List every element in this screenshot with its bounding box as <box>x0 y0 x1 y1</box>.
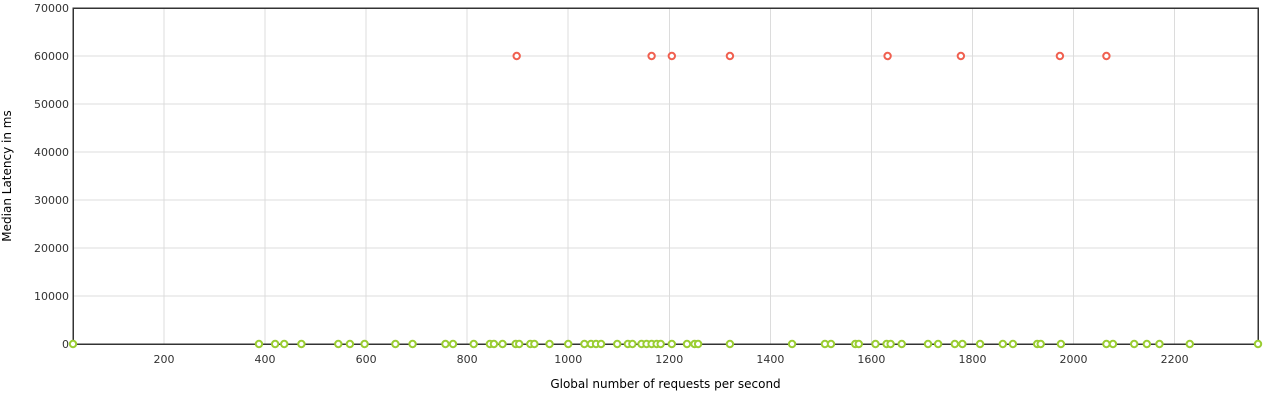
y-tick-label: 40000 <box>34 146 69 159</box>
data-point <box>498 339 507 349</box>
x-tick-label: 1800 <box>958 353 986 366</box>
data-point <box>280 339 289 349</box>
x-tick-label: 1000 <box>554 353 582 366</box>
data-point <box>613 339 622 349</box>
data-point <box>826 339 836 349</box>
data-point <box>667 51 677 61</box>
data-point <box>1055 51 1065 61</box>
data-point <box>596 339 606 349</box>
x-tick-label: 400 <box>255 353 276 366</box>
data-point <box>545 339 554 349</box>
data-point <box>408 339 417 349</box>
data-point <box>489 339 499 349</box>
data-point <box>883 51 892 61</box>
data-point <box>682 339 692 349</box>
data-point <box>725 51 735 61</box>
data-point <box>564 339 573 349</box>
data-point <box>334 339 343 349</box>
data-point <box>975 339 985 349</box>
data-point <box>448 339 458 349</box>
data-point <box>254 339 264 349</box>
data-point <box>656 339 665 349</box>
y-tick-label: 30000 <box>34 194 69 207</box>
data-point <box>667 339 677 349</box>
x-tick-label: 1400 <box>756 353 784 366</box>
data-point <box>580 339 589 349</box>
x-tick-label: 800 <box>457 353 478 366</box>
data-point <box>1142 339 1152 349</box>
data-points <box>68 51 1263 349</box>
data-point <box>933 339 943 349</box>
x-tick-label: 1200 <box>655 353 683 366</box>
data-point <box>1155 339 1164 349</box>
data-point <box>1056 339 1066 349</box>
data-point <box>628 339 637 349</box>
y-tick-label: 70000 <box>34 2 69 15</box>
data-point <box>1129 339 1139 349</box>
data-point <box>469 339 478 349</box>
data-point <box>897 339 906 349</box>
x-tick-label: 1600 <box>857 353 885 366</box>
data-point <box>956 51 966 61</box>
data-point <box>693 339 703 349</box>
x-axis-label: Global number of requests per second <box>550 377 780 391</box>
data-point <box>1036 339 1045 349</box>
data-point <box>998 339 1008 349</box>
data-point <box>1102 51 1111 61</box>
data-point <box>345 339 355 349</box>
x-tick-label: 2000 <box>1060 353 1088 366</box>
data-point <box>871 339 880 349</box>
data-point <box>958 339 967 349</box>
data-point <box>512 51 521 61</box>
data-point <box>886 339 895 349</box>
data-point <box>787 339 797 349</box>
grid-lines <box>73 7 1258 344</box>
plot-frame <box>72 7 1259 345</box>
data-point <box>360 339 369 349</box>
data-point <box>950 339 960 349</box>
y-axis-label: Median Latency in ms <box>0 110 14 241</box>
data-point <box>923 339 933 349</box>
y-tick-label: 20000 <box>34 242 69 255</box>
data-point <box>725 339 735 349</box>
axes: 0 10000 20000 30000 40000 50000 60000 70000 200 4… <box>34 2 1259 366</box>
data-point <box>1253 339 1263 349</box>
data-point <box>297 339 306 349</box>
data-point <box>530 339 539 349</box>
data-point <box>647 51 656 61</box>
data-point <box>854 339 863 349</box>
y-tick-label: 50000 <box>34 98 69 111</box>
data-point <box>391 339 400 349</box>
data-point <box>1108 339 1118 349</box>
x-tick-label: 200 <box>153 353 174 366</box>
data-point <box>1102 339 1111 349</box>
data-point <box>515 339 524 349</box>
y-tick-label: 0 <box>62 338 69 351</box>
data-point <box>441 339 450 349</box>
x-tick-label: 600 <box>356 353 377 366</box>
y-tick-label: 60000 <box>34 50 69 63</box>
y-tick-label: 10000 <box>34 290 69 303</box>
data-point <box>1008 339 1018 349</box>
x-tick-label: 2200 <box>1161 353 1189 366</box>
data-point <box>1185 339 1194 349</box>
data-point <box>68 339 78 349</box>
data-point <box>270 339 280 349</box>
